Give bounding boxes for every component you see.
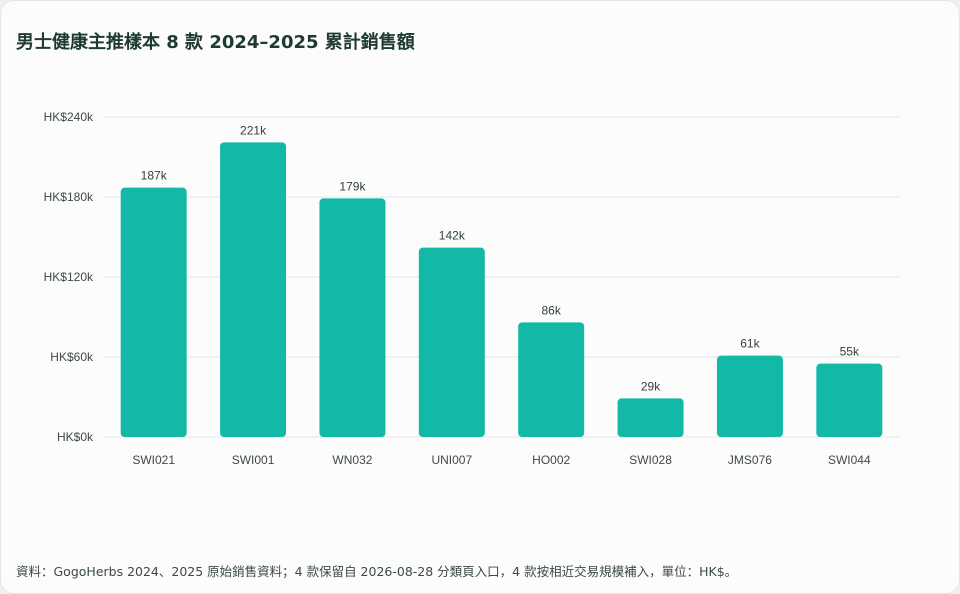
y-tick-label: HK$240k [44, 110, 94, 124]
bar-swi021 [120, 187, 187, 437]
x-tick-label: SWI001 [232, 453, 275, 467]
bar-swi001 [220, 142, 287, 438]
x-tick-label: JMS076 [728, 453, 772, 467]
bar-ho002 [518, 322, 585, 437]
x-tick-label: HO002 [532, 453, 570, 467]
chart-title: 男士健康主推樣本 8 款 2024–2025 累計銷售額 [16, 32, 415, 53]
x-tick-label: SWI028 [629, 453, 672, 467]
y-tick-label: HK$60k [50, 350, 94, 364]
bar-uni007 [418, 247, 485, 437]
x-tick-label: SWI044 [828, 453, 871, 467]
x-tick-label: SWI021 [132, 453, 175, 467]
bar-swi028 [617, 398, 684, 437]
bar-wn032 [319, 198, 386, 437]
bar-swi044 [816, 363, 883, 437]
y-tick-label: HK$120k [44, 270, 94, 284]
data-label: 221k [240, 123, 267, 137]
data-label: 179k [339, 179, 366, 193]
bar-jms076 [716, 355, 783, 437]
x-tick-label: WN032 [332, 453, 372, 467]
data-label: 86k [542, 303, 562, 317]
data-label: 29k [641, 379, 661, 393]
y-tick-label: HK$0k [57, 430, 94, 444]
data-label: 61k [740, 337, 760, 351]
data-label: 187k [141, 169, 168, 183]
data-label: 142k [439, 229, 466, 243]
y-tick-label: HK$180k [44, 190, 94, 204]
source-footnote: 資料：GogoHerbs 2024、2025 原始銷售資料；4 款保留自 202… [16, 564, 738, 579]
x-tick-label: UNI007 [431, 453, 472, 467]
data-label: 55k [840, 345, 860, 359]
